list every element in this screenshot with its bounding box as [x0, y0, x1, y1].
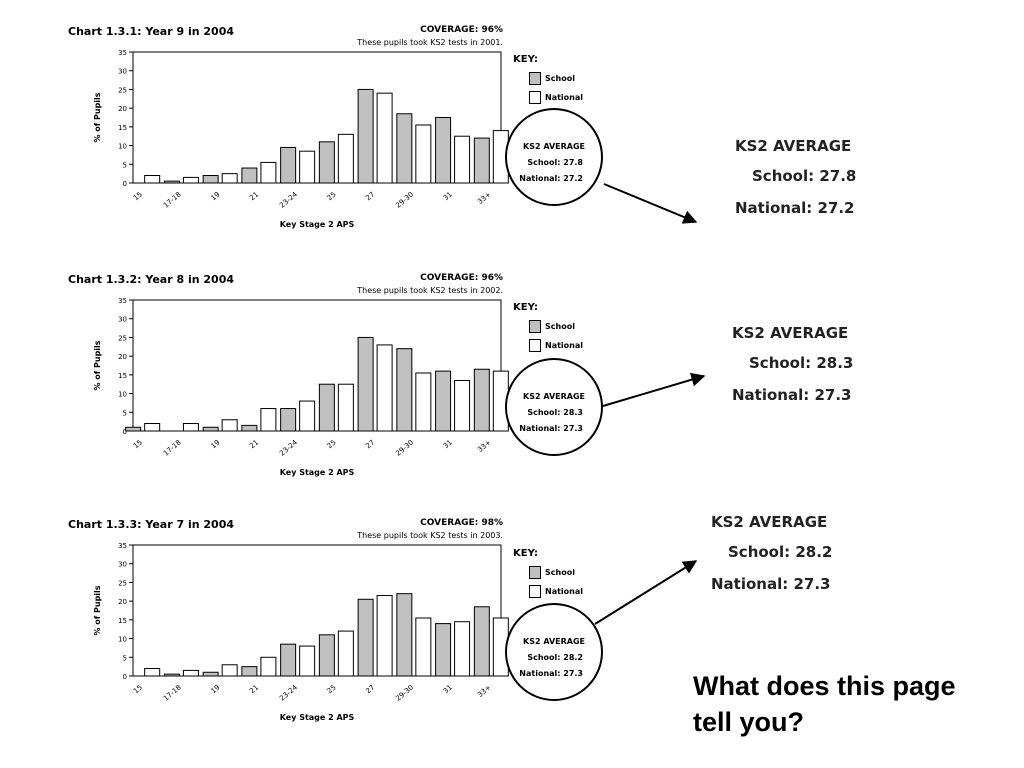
callout-title: KS2 AVERAGE — [711, 513, 827, 531]
callout-arrows — [0, 0, 1024, 768]
callout-national: National: 27.2 — [735, 199, 854, 217]
callout-school: School: 28.3 — [749, 354, 853, 372]
callout-school: School: 28.2 — [728, 543, 832, 561]
arrow-line-3 — [595, 561, 696, 624]
arrow-line-1 — [604, 184, 696, 222]
callout-title: KS2 AVERAGE — [732, 324, 848, 342]
arrow-line-2 — [603, 376, 704, 406]
callout-title: KS2 AVERAGE — [735, 137, 851, 155]
callout-school: School: 27.8 — [752, 167, 856, 185]
callout-national: National: 27.3 — [732, 386, 851, 404]
question-text: What does this page tell you? — [693, 668, 993, 740]
callout-national: National: 27.3 — [711, 575, 830, 593]
